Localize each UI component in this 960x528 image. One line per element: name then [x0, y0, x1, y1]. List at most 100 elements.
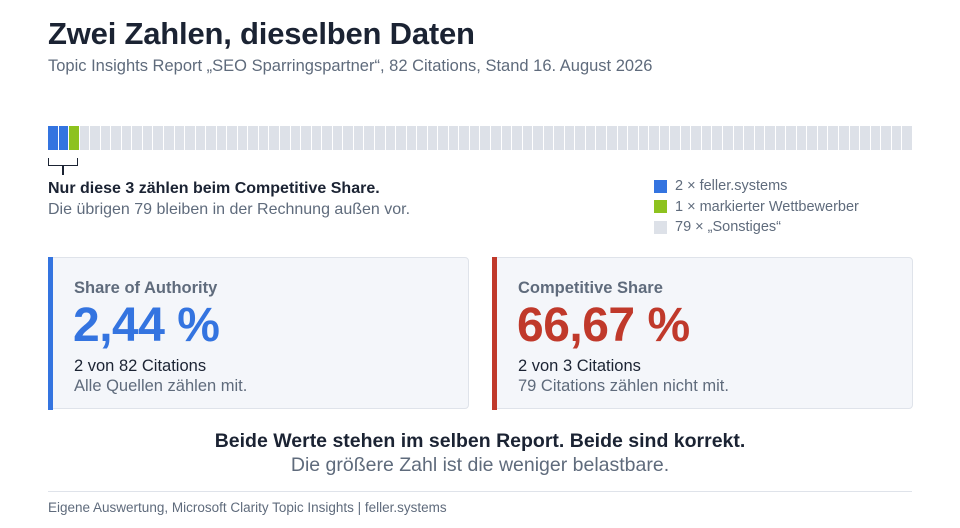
citation-cell-gray: [522, 126, 533, 150]
citation-cell-gray: [237, 126, 248, 150]
citation-cell-gray: [606, 126, 617, 150]
citation-cell-gray: [459, 126, 469, 150]
citation-cell-gray: [617, 126, 628, 150]
citation-cell-gray: [248, 126, 258, 150]
citation-cell-gray: [469, 126, 480, 150]
citation-cell-gray: [311, 126, 322, 150]
citation-cell-gray: [691, 126, 701, 150]
citation-cell-gray: [744, 126, 754, 150]
legend-label: 1 × markierter Wettbewerber: [675, 198, 859, 215]
share-of-authority-card: Share of Authority 2,44 % 2 von 82 Citat…: [47, 256, 469, 410]
citation-cell-gray: [796, 126, 807, 150]
citation-cell-gray: [174, 126, 185, 150]
citation-cell-gray: [775, 126, 786, 150]
citation-cell-gray: [164, 126, 174, 150]
card-label: Competitive Share: [518, 279, 663, 297]
citation-cell-gray: [438, 126, 448, 150]
citation-cell-blue: [48, 126, 58, 150]
citation-cell-gray: [490, 126, 501, 150]
card-accent-bar: [491, 256, 497, 410]
legend: 2 × feller.systems 1 × markierter Wettbe…: [654, 176, 859, 238]
citation-cell-gray: [417, 126, 427, 150]
citation-cell-gray: [807, 126, 817, 150]
legend-item-other: 79 × „Sonstiges“: [654, 217, 859, 238]
card-caption: Alle Quellen zählen mit.: [74, 377, 248, 395]
citation-cell-gray: [185, 126, 195, 150]
citation-cell-gray: [902, 126, 912, 150]
citation-cell-gray: [90, 126, 100, 150]
citation-cell-gray: [343, 126, 353, 150]
citation-cell-gray: [585, 126, 596, 150]
page-subtitle: Topic Insights Report „SEO Sparringspart…: [48, 57, 653, 75]
citation-cell-gray: [638, 126, 649, 150]
citation-cell-gray: [786, 126, 796, 150]
citation-cell-gray: [754, 126, 765, 150]
card-label: Share of Authority: [74, 279, 218, 297]
citation-cell-gray: [670, 126, 680, 150]
strip-note-heading: Nur diese 3 zählen beim Competitive Shar…: [48, 180, 380, 197]
citation-cell-gray: [385, 126, 396, 150]
bracket-marker-stem: [62, 166, 64, 175]
footer-source: Eigene Auswertung, Microsoft Clarity Top…: [48, 500, 447, 515]
citation-cell-gray: [227, 126, 237, 150]
legend-swatch-gray: [654, 220, 667, 234]
citation-cell-gray: [374, 126, 385, 150]
legend-swatch-green: [654, 200, 667, 214]
citation-cell-gray: [839, 126, 849, 150]
citation-cell-gray: [132, 126, 142, 150]
card-value: 2,44 %: [73, 299, 220, 352]
citation-cell-gray: [406, 126, 417, 150]
legend-item-feller: 2 × feller.systems: [654, 176, 859, 197]
citation-cell-gray: [860, 126, 870, 150]
strip-note-subtext: Die übrigen 79 bleiben in der Rechnung a…: [48, 201, 411, 218]
conclusion-heading: Beide Werte stehen im selben Report. Bei…: [214, 430, 746, 452]
citation-cell-gray: [396, 126, 406, 150]
citation-cell-gray: [512, 126, 522, 150]
bracket-marker: [48, 158, 78, 166]
citation-cell-gray: [332, 126, 343, 150]
citation-cell-gray: [79, 126, 90, 150]
citation-cell-gray: [353, 126, 364, 150]
citation-cell-gray: [543, 126, 554, 150]
citation-cell-gray: [817, 126, 828, 150]
citation-cell-gray: [121, 126, 132, 150]
citation-cell-gray: [100, 126, 111, 150]
citation-cell-gray: [480, 126, 490, 150]
legend-item-competitor: 1 × markierter Wettbewerber: [654, 197, 859, 218]
card-value: 66,67 %: [517, 299, 690, 352]
citation-cell-gray: [195, 126, 206, 150]
legend-label: 2 × feller.systems: [675, 178, 788, 195]
citation-cell-gray: [881, 126, 891, 150]
citation-cell-gray: [596, 126, 606, 150]
citation-cell-gray: [290, 126, 301, 150]
citation-cell-gray: [575, 126, 585, 150]
citation-cell-gray: [765, 126, 775, 150]
card-detail: 2 von 82 Citations: [74, 357, 207, 375]
citation-cell-gray: [828, 126, 839, 150]
conclusion-subtext: Die größere Zahl ist die weniger belastb…: [290, 454, 670, 476]
citation-cell-gray: [206, 126, 216, 150]
citation-cell-gray: [870, 126, 881, 150]
citation-strip: [48, 126, 912, 150]
citation-cell-gray: [301, 126, 311, 150]
citation-cell-gray: [659, 126, 670, 150]
citation-cell-gray: [533, 126, 543, 150]
card-accent-bar: [47, 256, 53, 410]
citation-cell-gray: [564, 126, 575, 150]
citation-cell-gray: [733, 126, 744, 150]
citation-cell-gray: [280, 126, 290, 150]
citation-cell-gray: [448, 126, 459, 150]
citation-cell-blue: [58, 126, 69, 150]
citation-cell-gray: [142, 126, 153, 150]
citation-cell-green: [69, 126, 79, 150]
citation-cell-gray: [701, 126, 712, 150]
page-title: Zwei Zahlen, dieselben Daten: [48, 16, 475, 51]
citation-cell-gray: [269, 126, 280, 150]
citation-cell-gray: [628, 126, 638, 150]
citation-cell-gray: [501, 126, 512, 150]
legend-swatch-blue: [654, 179, 667, 193]
citation-cell-gray: [849, 126, 860, 150]
citation-cell-gray: [216, 126, 227, 150]
citation-cell-gray: [153, 126, 164, 150]
citation-cell-gray: [322, 126, 332, 150]
